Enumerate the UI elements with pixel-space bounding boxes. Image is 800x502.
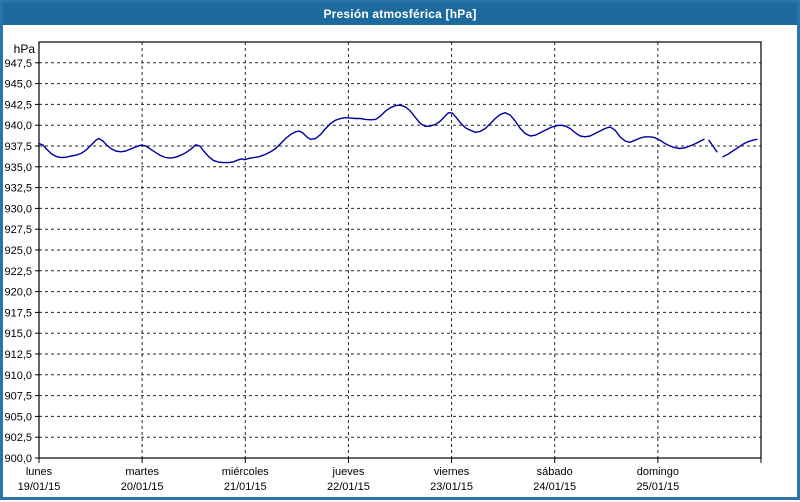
y-tick-label: 905,0 [4, 411, 32, 423]
y-tick-label: 902,5 [4, 432, 32, 444]
x-date-label: 24/01/15 [533, 481, 576, 493]
y-axis-unit-label: hPa [14, 42, 36, 56]
x-date-label: 20/01/15 [121, 481, 164, 493]
y-tick-label: 945,0 [4, 79, 32, 91]
x-day-label: domingo [637, 466, 679, 478]
x-axis-labels: lunes 19/01/15 martes 20/01/15 miércoles 21/0… [18, 458, 762, 493]
y-tick-label: 935,0 [4, 162, 32, 174]
x-date-label: 23/01/15 [430, 481, 473, 493]
y-tick-label: 907,5 [4, 391, 32, 403]
pressure-line-segment [722, 138, 758, 158]
y-tick-label: 920,0 [4, 287, 32, 299]
x-day-label: martes [125, 466, 159, 478]
y-tick-label: 947,5 [4, 58, 32, 70]
pressure-line-segment [708, 139, 718, 153]
y-tick-label: 912,5 [4, 349, 32, 361]
y-tick-label: 937,5 [4, 141, 32, 153]
y-tick-label: 922,5 [4, 266, 32, 278]
pressure-series [38, 104, 758, 164]
x-date-label: 25/01/15 [636, 481, 679, 493]
y-tick-label: 932,5 [4, 183, 32, 195]
x-date-label: 21/01/15 [224, 481, 267, 493]
y-tick-label: 930,0 [4, 203, 32, 215]
window-title-bar: Presión atmosférica [hPa] [3, 3, 797, 25]
y-axis-labels: 900,0 902,5 905,0 907,5 910,0 912,5 915,0 917,5… [4, 42, 39, 465]
y-tick-label: 917,5 [4, 307, 32, 319]
x-day-label: sábado [537, 466, 573, 478]
x-date-label: 22/01/15 [327, 481, 370, 493]
y-tick-label: 925,0 [4, 245, 32, 257]
x-day-label: jueves [332, 466, 365, 478]
y-tick-label: 927,5 [4, 224, 32, 236]
x-day-label: viernes [434, 466, 470, 478]
chart-container: 900,0 902,5 905,0 907,5 910,0 912,5 915,0 917,5… [3, 25, 797, 497]
x-date-label: 19/01/15 [18, 481, 61, 493]
y-tick-label: 942,5 [4, 99, 32, 111]
x-day-label: miércoles [222, 466, 270, 478]
y-tick-label: 940,0 [4, 120, 32, 132]
y-tick-label: 900,0 [4, 453, 32, 465]
y-gridlines [39, 62, 761, 438]
y-tick-label: 910,0 [4, 370, 32, 382]
pressure-line-segment [38, 104, 705, 164]
window-title: Presión atmosférica [hPa] [323, 7, 477, 21]
pressure-chart: 900,0 902,5 905,0 907,5 910,0 912,5 915,0 917,5… [4, 41, 762, 493]
y-tick-label: 915,0 [4, 328, 32, 340]
x-day-label: lunes [26, 466, 53, 478]
